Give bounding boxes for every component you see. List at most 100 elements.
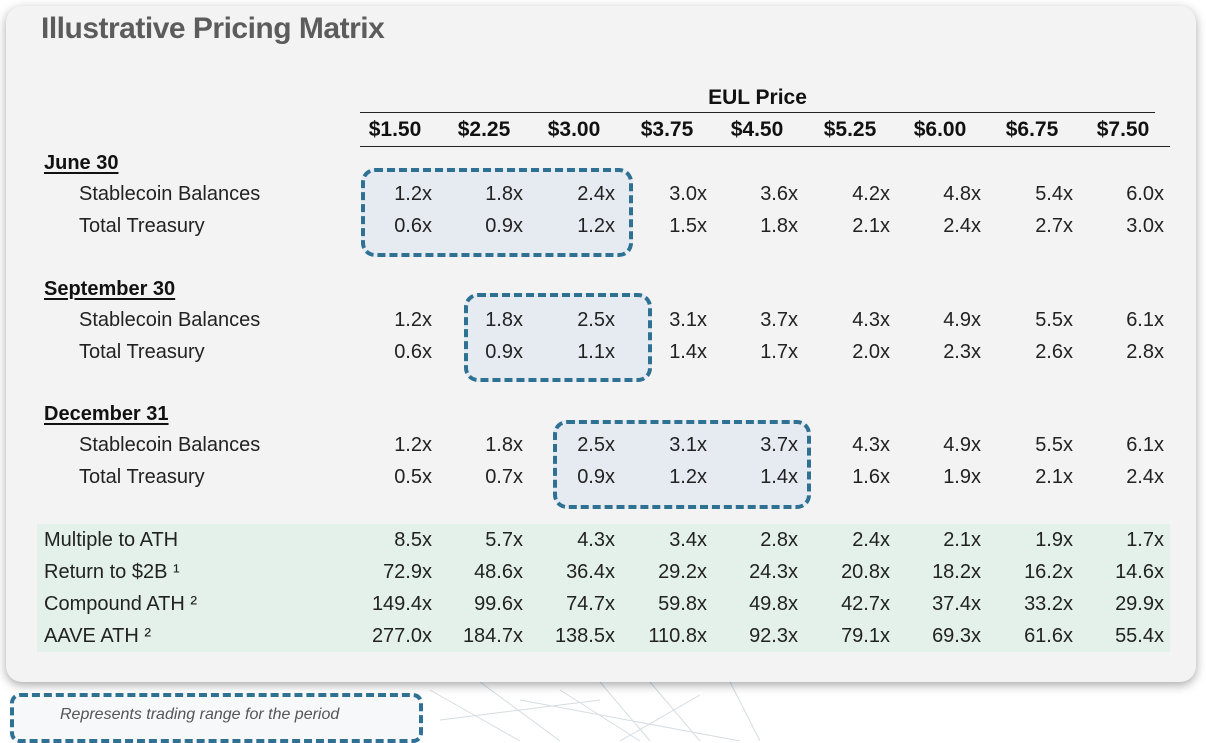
price-column-header: $6.75 <box>1005 118 1059 141</box>
multiple-cell: 5.5x <box>1035 309 1073 331</box>
summary-cell: 29.2x <box>658 561 707 583</box>
multiple-cell: 3.7x <box>760 434 798 456</box>
summary-cell: 4.3x <box>577 529 615 551</box>
summary-row-label: Multiple to ATH <box>44 529 179 551</box>
multiple-cell: 1.9x <box>943 466 981 488</box>
multiple-cell: 1.5x <box>669 215 707 237</box>
summary-cell: 138.5x <box>554 625 615 647</box>
multiple-cell: 2.8x <box>1126 341 1164 363</box>
legend-text: Represents trading range for the period <box>60 706 340 723</box>
row-label: Total Treasury <box>79 215 205 237</box>
row-label: Stablecoin Balances <box>79 434 261 456</box>
multiple-cell: 3.1x <box>669 434 707 456</box>
price-column-header: $5.25 <box>823 118 877 141</box>
multiple-cell: 2.5x <box>577 309 615 331</box>
trading-range-june <box>361 168 633 257</box>
multiple-cell: 1.8x <box>485 309 523 331</box>
header-divider <box>360 146 1170 147</box>
summary-cell: 5.7x <box>485 529 523 551</box>
multiple-cell: 6.0x <box>1126 183 1164 205</box>
multiple-cell: 0.6x <box>394 215 432 237</box>
summary-cell: 1.7x <box>1126 529 1164 551</box>
summary-cell: 16.2x <box>1024 561 1073 583</box>
summary-cell: 3.4x <box>669 529 707 551</box>
summary-cell: 8.5x <box>394 529 432 551</box>
multiple-cell: 0.6x <box>394 341 432 363</box>
summary-cell: 184.7x <box>462 625 523 647</box>
summary-cell: 42.7x <box>841 593 890 615</box>
multiple-cell: 2.4x <box>1126 466 1164 488</box>
summary-cell: 61.6x <box>1024 625 1073 647</box>
summary-cell: 29.9x <box>1115 593 1164 615</box>
row-label: Total Treasury <box>79 466 205 488</box>
summary-cell: 37.4x <box>932 593 981 615</box>
summary-cell: 14.6x <box>1115 561 1164 583</box>
multiple-cell: 2.4x <box>943 215 981 237</box>
multiple-cell: 1.2x <box>394 183 432 205</box>
multiple-cell: 2.7x <box>1035 215 1073 237</box>
price-column-header: $4.50 <box>730 118 784 141</box>
summary-cell: 79.1x <box>841 625 890 647</box>
multiple-cell: 1.7x <box>760 341 798 363</box>
price-column-header: $2.25 <box>457 118 511 141</box>
summary-cell: 72.9x <box>383 561 432 583</box>
summary-cell: 2.8x <box>760 529 798 551</box>
multiple-cell: 6.1x <box>1126 309 1164 331</box>
multiple-cell: 0.7x <box>485 466 523 488</box>
page-title: Illustrative Pricing Matrix <box>41 12 385 45</box>
summary-row-label: AAVE ATH ² <box>44 625 152 647</box>
multiple-cell: 0.5x <box>394 466 432 488</box>
section-title: June 30 <box>44 152 119 174</box>
summary-cell: 48.6x <box>474 561 523 583</box>
summary-cell: 1.9x <box>1035 529 1073 551</box>
summary-cell: 18.2x <box>932 561 981 583</box>
summary-cell: 277.0x <box>371 625 432 647</box>
trading-range-september <box>464 293 652 382</box>
summary-band <box>37 524 1170 652</box>
multiple-cell: 4.9x <box>943 309 981 331</box>
price-column-header: $6.00 <box>913 118 967 141</box>
summary-cell: 55.4x <box>1115 625 1164 647</box>
multiple-cell: 3.7x <box>760 309 798 331</box>
multiple-cell: 2.6x <box>1035 341 1073 363</box>
summary-cell: 2.1x <box>943 529 981 551</box>
multiple-cell: 1.6x <box>852 466 890 488</box>
multiple-cell: 4.3x <box>852 434 890 456</box>
multiple-cell: 0.9x <box>485 341 523 363</box>
multiple-cell: 1.8x <box>485 434 523 456</box>
multiple-cell: 1.8x <box>760 215 798 237</box>
price-column-header: $3.75 <box>640 118 694 141</box>
section-title: September 30 <box>44 278 176 300</box>
multiple-cell: 5.5x <box>1035 434 1073 456</box>
summary-cell: 99.6x <box>474 593 523 615</box>
multiple-cell: 1.2x <box>394 309 432 331</box>
multiple-cell: 2.4x <box>577 183 615 205</box>
multiple-cell: 1.4x <box>669 341 707 363</box>
summary-row-label: Return to $2B ¹ <box>44 561 180 583</box>
multiple-cell: 4.9x <box>943 434 981 456</box>
multiple-cell: 3.0x <box>669 183 707 205</box>
multiple-cell: 1.2x <box>669 466 707 488</box>
multiple-cell: 3.6x <box>760 183 798 205</box>
multiple-cell: 1.8x <box>485 183 523 205</box>
trading-range-december <box>553 420 811 509</box>
row-label: Total Treasury <box>79 341 205 363</box>
multiple-cell: 1.2x <box>394 434 432 456</box>
section-title: December 31 <box>44 403 169 425</box>
row-label: Stablecoin Balances <box>79 309 261 331</box>
summary-cell: 92.3x <box>749 625 798 647</box>
multiple-cell: 5.4x <box>1035 183 1073 205</box>
multiple-cell: 4.2x <box>852 183 890 205</box>
price-group-header: EUL Price <box>360 86 1155 113</box>
multiple-cell: 3.0x <box>1126 215 1164 237</box>
summary-cell: 2.4x <box>852 529 890 551</box>
row-label: Stablecoin Balances <box>79 183 261 205</box>
summary-cell: 110.8x <box>648 625 707 647</box>
multiple-cell: 4.3x <box>852 309 890 331</box>
price-column-header: $3.00 <box>547 118 601 141</box>
multiple-cell: 2.1x <box>1035 466 1073 488</box>
summary-cell: 20.8x <box>841 561 890 583</box>
multiple-cell: 3.1x <box>669 309 707 331</box>
multiple-cell: 1.4x <box>760 466 798 488</box>
multiple-cell: 1.2x <box>577 215 615 237</box>
